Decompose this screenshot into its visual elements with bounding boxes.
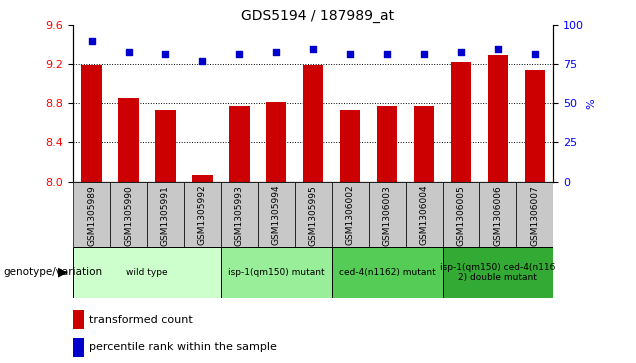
Point <box>345 50 356 56</box>
Text: GDS5194 / 187989_at: GDS5194 / 187989_at <box>242 9 394 23</box>
Y-axis label: %: % <box>587 98 597 109</box>
Bar <box>294 182 332 247</box>
Bar <box>73 310 84 330</box>
Bar <box>184 182 221 247</box>
Text: transformed count: transformed count <box>89 315 193 325</box>
Bar <box>414 106 434 182</box>
Text: ced-4(n1162) mutant: ced-4(n1162) mutant <box>339 268 436 277</box>
Bar <box>488 55 508 182</box>
Bar <box>443 247 553 298</box>
Bar <box>340 110 361 182</box>
Bar <box>73 182 110 247</box>
Text: GSM1306004: GSM1306004 <box>420 185 429 245</box>
Text: isp-1(qm150) mutant: isp-1(qm150) mutant <box>228 268 324 277</box>
Bar <box>147 182 184 247</box>
Bar <box>221 247 332 298</box>
Text: GSM1306003: GSM1306003 <box>383 185 392 245</box>
Bar <box>266 102 286 182</box>
Bar <box>258 182 294 247</box>
Point <box>160 50 170 56</box>
Bar <box>110 182 147 247</box>
Point <box>530 50 540 56</box>
Bar <box>377 106 398 182</box>
Text: ▶: ▶ <box>59 266 68 279</box>
Bar <box>192 175 212 182</box>
Text: GSM1305990: GSM1305990 <box>124 185 133 245</box>
Bar <box>73 338 84 356</box>
Point <box>234 50 244 56</box>
Bar <box>221 182 258 247</box>
Bar <box>118 98 139 182</box>
Bar <box>525 70 545 182</box>
Point <box>308 46 319 52</box>
Point <box>123 49 134 55</box>
Text: GSM1306005: GSM1306005 <box>457 185 466 245</box>
Point <box>86 38 97 44</box>
Bar <box>516 182 553 247</box>
Bar <box>81 65 102 182</box>
Bar <box>155 110 176 182</box>
Point <box>456 49 466 55</box>
Bar <box>369 182 406 247</box>
Point <box>493 46 503 52</box>
Text: genotype/variation: genotype/variation <box>3 267 102 277</box>
Bar <box>73 247 221 298</box>
Text: GSM1305994: GSM1305994 <box>272 185 280 245</box>
Bar <box>332 182 369 247</box>
Text: GSM1305989: GSM1305989 <box>87 185 96 245</box>
Bar <box>229 106 249 182</box>
Bar <box>480 182 516 247</box>
Text: percentile rank within the sample: percentile rank within the sample <box>89 342 277 352</box>
Text: GSM1305991: GSM1305991 <box>161 185 170 245</box>
Text: isp-1(qm150) ced-4(n116
2) double mutant: isp-1(qm150) ced-4(n116 2) double mutant <box>440 262 556 282</box>
Text: wild type: wild type <box>126 268 168 277</box>
Text: GSM1305993: GSM1305993 <box>235 185 244 245</box>
Text: GSM1306007: GSM1306007 <box>530 185 539 245</box>
Bar <box>451 62 471 182</box>
Text: GSM1306006: GSM1306006 <box>494 185 502 245</box>
Bar <box>443 182 480 247</box>
Point <box>382 50 392 56</box>
Text: GSM1305995: GSM1305995 <box>308 185 318 245</box>
Point <box>197 58 207 64</box>
Point <box>419 50 429 56</box>
Text: GSM1306002: GSM1306002 <box>346 185 355 245</box>
Bar <box>332 247 443 298</box>
Point <box>271 49 281 55</box>
Text: GSM1305992: GSM1305992 <box>198 185 207 245</box>
Bar <box>303 65 323 182</box>
Bar <box>406 182 443 247</box>
